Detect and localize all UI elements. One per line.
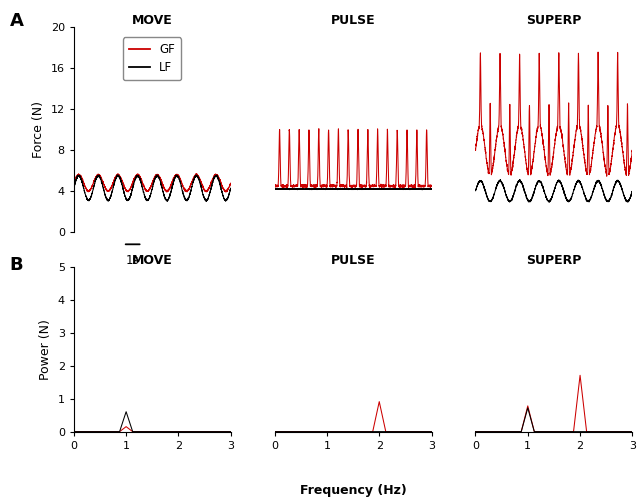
- Title: PULSE: PULSE: [331, 14, 376, 27]
- Legend: GF, LF: GF, LF: [123, 37, 181, 80]
- Y-axis label: Force (N): Force (N): [32, 101, 45, 158]
- Text: Frequency (Hz): Frequency (Hz): [300, 484, 406, 497]
- Title: MOVE: MOVE: [132, 14, 173, 27]
- Title: PULSE: PULSE: [331, 254, 376, 267]
- Y-axis label: Power (N): Power (N): [39, 319, 52, 380]
- Title: SUPERP: SUPERP: [526, 14, 582, 27]
- Text: A: A: [10, 12, 24, 30]
- Title: SUPERP: SUPERP: [526, 254, 582, 267]
- Title: MOVE: MOVE: [132, 254, 173, 267]
- Text: B: B: [10, 256, 23, 274]
- Text: 1s: 1s: [126, 253, 139, 266]
